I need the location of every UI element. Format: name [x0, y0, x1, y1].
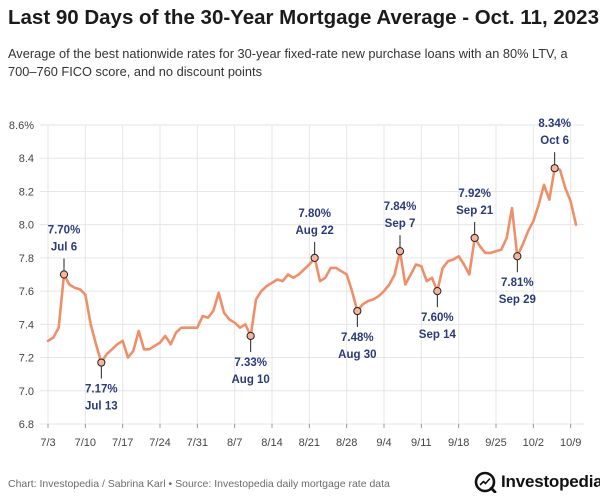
annotation-value-label: 7.33% — [234, 357, 267, 369]
y-tick-label: 8.2 — [19, 186, 34, 198]
annotation-marker — [246, 331, 255, 341]
y-tick-label: 7.6 — [19, 286, 34, 298]
line-chart: 6.8 7.0 7.2 7.4 7.6 7.8 8.0 8.2 8.4 8.6% 7/3 7/10 7/… — [9, 118, 584, 449]
x-tick-label: 7/10 — [75, 437, 96, 449]
annotation-marker — [59, 270, 69, 279]
annotation-value-label: 7.60% — [421, 312, 454, 324]
annotation-value-label: 7.48% — [341, 332, 374, 344]
annotation-marker — [470, 233, 479, 243]
annotation-marker — [513, 252, 522, 261]
x-tick-label: 8/14 — [261, 437, 282, 449]
x-tick-label: 8/7 — [227, 437, 242, 449]
line-layer — [46, 166, 578, 364]
x-tick-label: 8/28 — [336, 437, 357, 449]
annotation-value-label: 7.70% — [48, 225, 81, 237]
annotation-marker — [433, 287, 442, 296]
x-tick-label: 10/2 — [523, 437, 544, 449]
chart-source: Chart: Investopedia / Sabrina Karl • Sou… — [8, 478, 390, 490]
annotation-marker — [97, 358, 106, 367]
chart-title: Last 90 Days of the 30-Year Mortgage Ave… — [8, 6, 599, 29]
y-tick-label: 7.8 — [19, 253, 34, 265]
annotation-date-label: Sep 14 — [419, 329, 457, 341]
y-tick-label: 8.4 — [19, 153, 34, 165]
y-tick-label: 8.6% — [9, 120, 34, 132]
y-tick-label: 7.4 — [19, 319, 34, 331]
annotation-date-label: Sep 7 — [385, 218, 416, 230]
x-tick-label: 9/11 — [411, 437, 432, 449]
annotation-date-label: Aug 22 — [295, 225, 333, 237]
x-tick-label: 8/21 — [299, 437, 320, 449]
annotation-value-label: 7.17% — [85, 384, 118, 396]
x-tick-label: 9/18 — [448, 437, 469, 449]
annotation-value-label: 7.81% — [501, 277, 534, 289]
rate-series-line — [46, 166, 578, 364]
x-tick-label: 7/31 — [187, 437, 208, 449]
y-tick-label: 7.0 — [19, 386, 34, 398]
brand-name: Investopedia — [501, 472, 600, 491]
x-tick-label: 9/25 — [485, 437, 506, 449]
annotation-date-label: Oct 6 — [540, 135, 569, 147]
annotation-marker — [310, 253, 319, 262]
x-tick-label: 7/3 — [40, 437, 55, 449]
annotation-date-label: Sep 21 — [456, 205, 494, 217]
annotation-value-label: 7.84% — [384, 201, 417, 213]
annotation-marker — [395, 247, 405, 256]
y-tick-label: 7.2 — [19, 353, 34, 365]
x-tick-label: 10/9 — [560, 437, 581, 449]
investopedia-logo-icon — [474, 471, 497, 493]
grid-layer — [40, 124, 584, 425]
brand-logo[interactable]: Investopedia — [474, 470, 600, 494]
annotation-marker — [550, 164, 559, 173]
annotation-value-label: 7.92% — [458, 188, 491, 200]
annotation-date-label: Jul 13 — [85, 401, 118, 413]
x-tick-label: 9/4 — [376, 437, 391, 449]
y-tick-label: 6.8 — [19, 419, 34, 431]
axis-layer: 6.8 7.0 7.2 7.4 7.6 7.8 8.0 8.2 8.4 8.6% 7/3 7/10 7/… — [9, 120, 581, 449]
annotation-date-label: Jul 6 — [51, 242, 77, 254]
chart-subtitle: Average of the best nationwide rates for… — [8, 46, 568, 79]
annotation-value-label: 7.80% — [298, 208, 331, 220]
y-tick-label: 8.0 — [19, 220, 34, 232]
annotation-date-label: Aug 10 — [231, 374, 269, 386]
annotation-date-label: Aug 30 — [338, 349, 376, 361]
x-tick-label: 7/17 — [112, 437, 133, 449]
annotation-layer: 7.70% Jul 6 7.17% Jul 13 7.33% Aug 10 7.80% Aug… — [48, 118, 571, 412]
annotation-marker — [353, 306, 362, 316]
annotation-date-label: Sep 29 — [499, 294, 536, 306]
x-tick-label: 7/24 — [149, 437, 170, 449]
annotation-value-label: 8.34% — [538, 118, 571, 130]
